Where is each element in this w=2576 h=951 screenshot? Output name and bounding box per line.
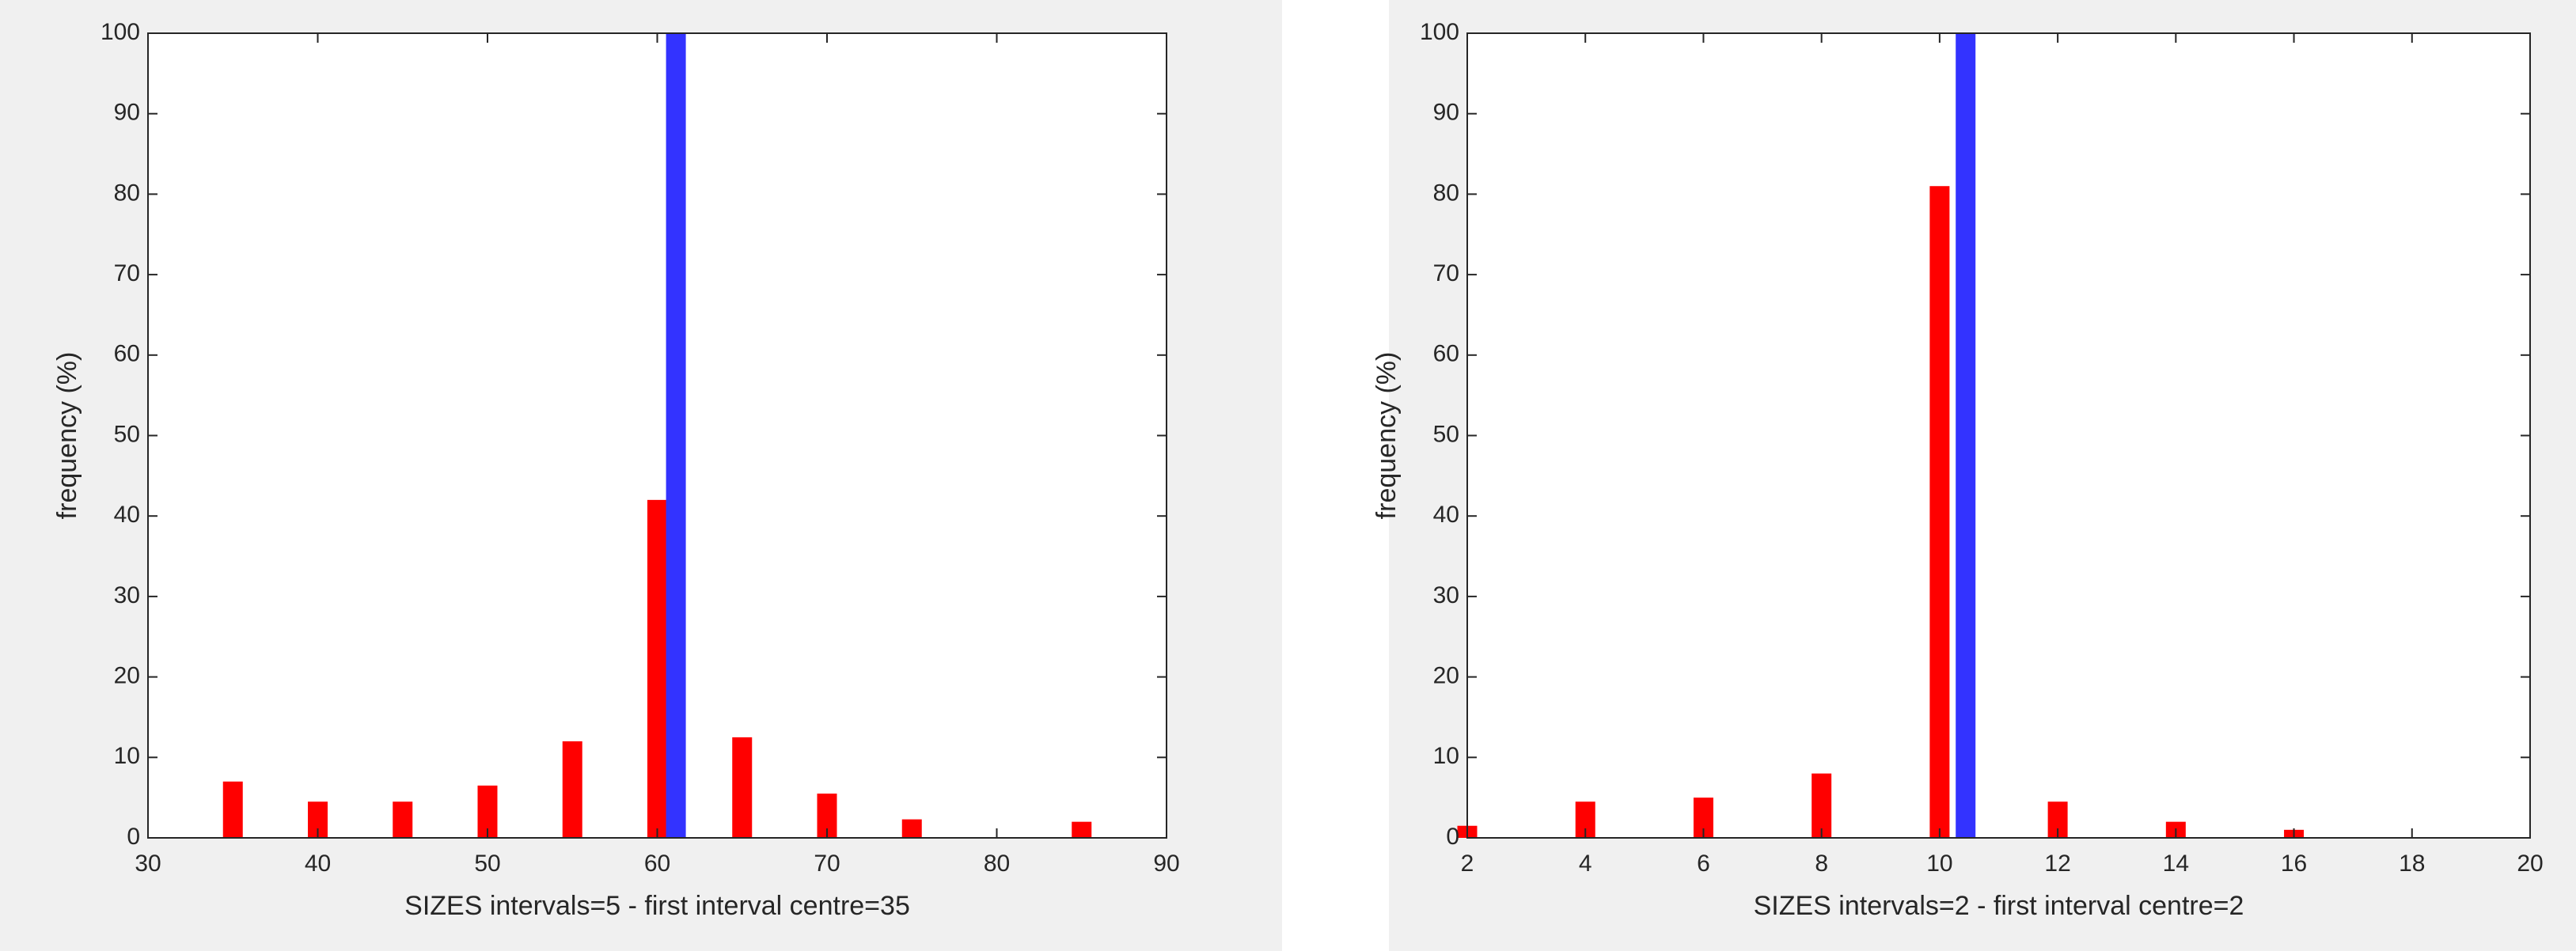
- x-tick-label: 60: [644, 851, 670, 877]
- x-tick-label: 8: [1815, 851, 1828, 877]
- y-tick-label: 90: [114, 100, 140, 126]
- x-tick-label: 14: [2163, 851, 2189, 877]
- bar: [1072, 821, 1092, 838]
- x-axis-label: SIZES intervals=5 - first interval centr…: [404, 891, 910, 921]
- bar: [1812, 773, 1832, 838]
- x-tick-label: 80: [984, 851, 1010, 877]
- y-tick-label: 20: [1433, 663, 1459, 689]
- y-tick-label: 60: [1433, 341, 1459, 367]
- y-tick-label: 80: [1433, 180, 1459, 206]
- bar: [732, 737, 753, 838]
- y-tick-label: 70: [114, 260, 140, 286]
- y-tick-label: 10: [1433, 743, 1459, 769]
- plot-area: [1467, 33, 2530, 838]
- x-axis-label: SIZES intervals=2 - first interval centr…: [1754, 891, 2244, 921]
- x-tick-label: 16: [2281, 851, 2307, 877]
- y-axis-label: frequency (%): [1371, 352, 1402, 520]
- x-tick-label: 40: [305, 851, 331, 877]
- bar: [562, 741, 582, 838]
- x-tick-label: 90: [1153, 851, 1179, 877]
- y-axis-label: frequency (%): [52, 352, 82, 520]
- y-tick-label: 90: [1433, 100, 1459, 126]
- y-tick-label: 60: [114, 341, 140, 367]
- x-tick-label: 30: [135, 851, 161, 877]
- x-tick-label: 4: [1579, 851, 1592, 877]
- x-tick-label: 18: [2399, 851, 2425, 877]
- y-tick-label: 100: [101, 19, 140, 45]
- x-tick-label: 50: [474, 851, 500, 877]
- y-tick-label: 40: [1433, 502, 1459, 528]
- x-tick-label: 12: [2044, 851, 2070, 877]
- bar: [1956, 33, 1976, 838]
- y-tick-label: 70: [1433, 260, 1459, 286]
- y-tick-label: 20: [114, 663, 140, 689]
- x-tick-label: 20: [2517, 851, 2543, 877]
- bar: [393, 801, 413, 838]
- x-tick-label: 6: [1697, 851, 1710, 877]
- bar: [666, 33, 686, 838]
- bar: [647, 499, 667, 838]
- y-tick-label: 30: [114, 582, 140, 608]
- y-tick-label: 0: [1446, 824, 1459, 850]
- x-tick-label: 70: [814, 851, 840, 877]
- y-tick-label: 0: [127, 824, 140, 850]
- y-tick-label: 80: [114, 180, 140, 206]
- y-tick-label: 30: [1433, 582, 1459, 608]
- bar: [1929, 186, 1950, 839]
- y-tick-label: 100: [1420, 19, 1459, 45]
- x-tick-label: 10: [1926, 851, 1952, 877]
- y-tick-label: 50: [1433, 421, 1459, 447]
- y-tick-label: 50: [114, 421, 140, 447]
- bar: [222, 781, 243, 838]
- bar: [901, 819, 922, 838]
- y-tick-label: 40: [114, 502, 140, 528]
- y-tick-label: 10: [114, 743, 140, 769]
- x-tick-label: 2: [1461, 851, 1474, 877]
